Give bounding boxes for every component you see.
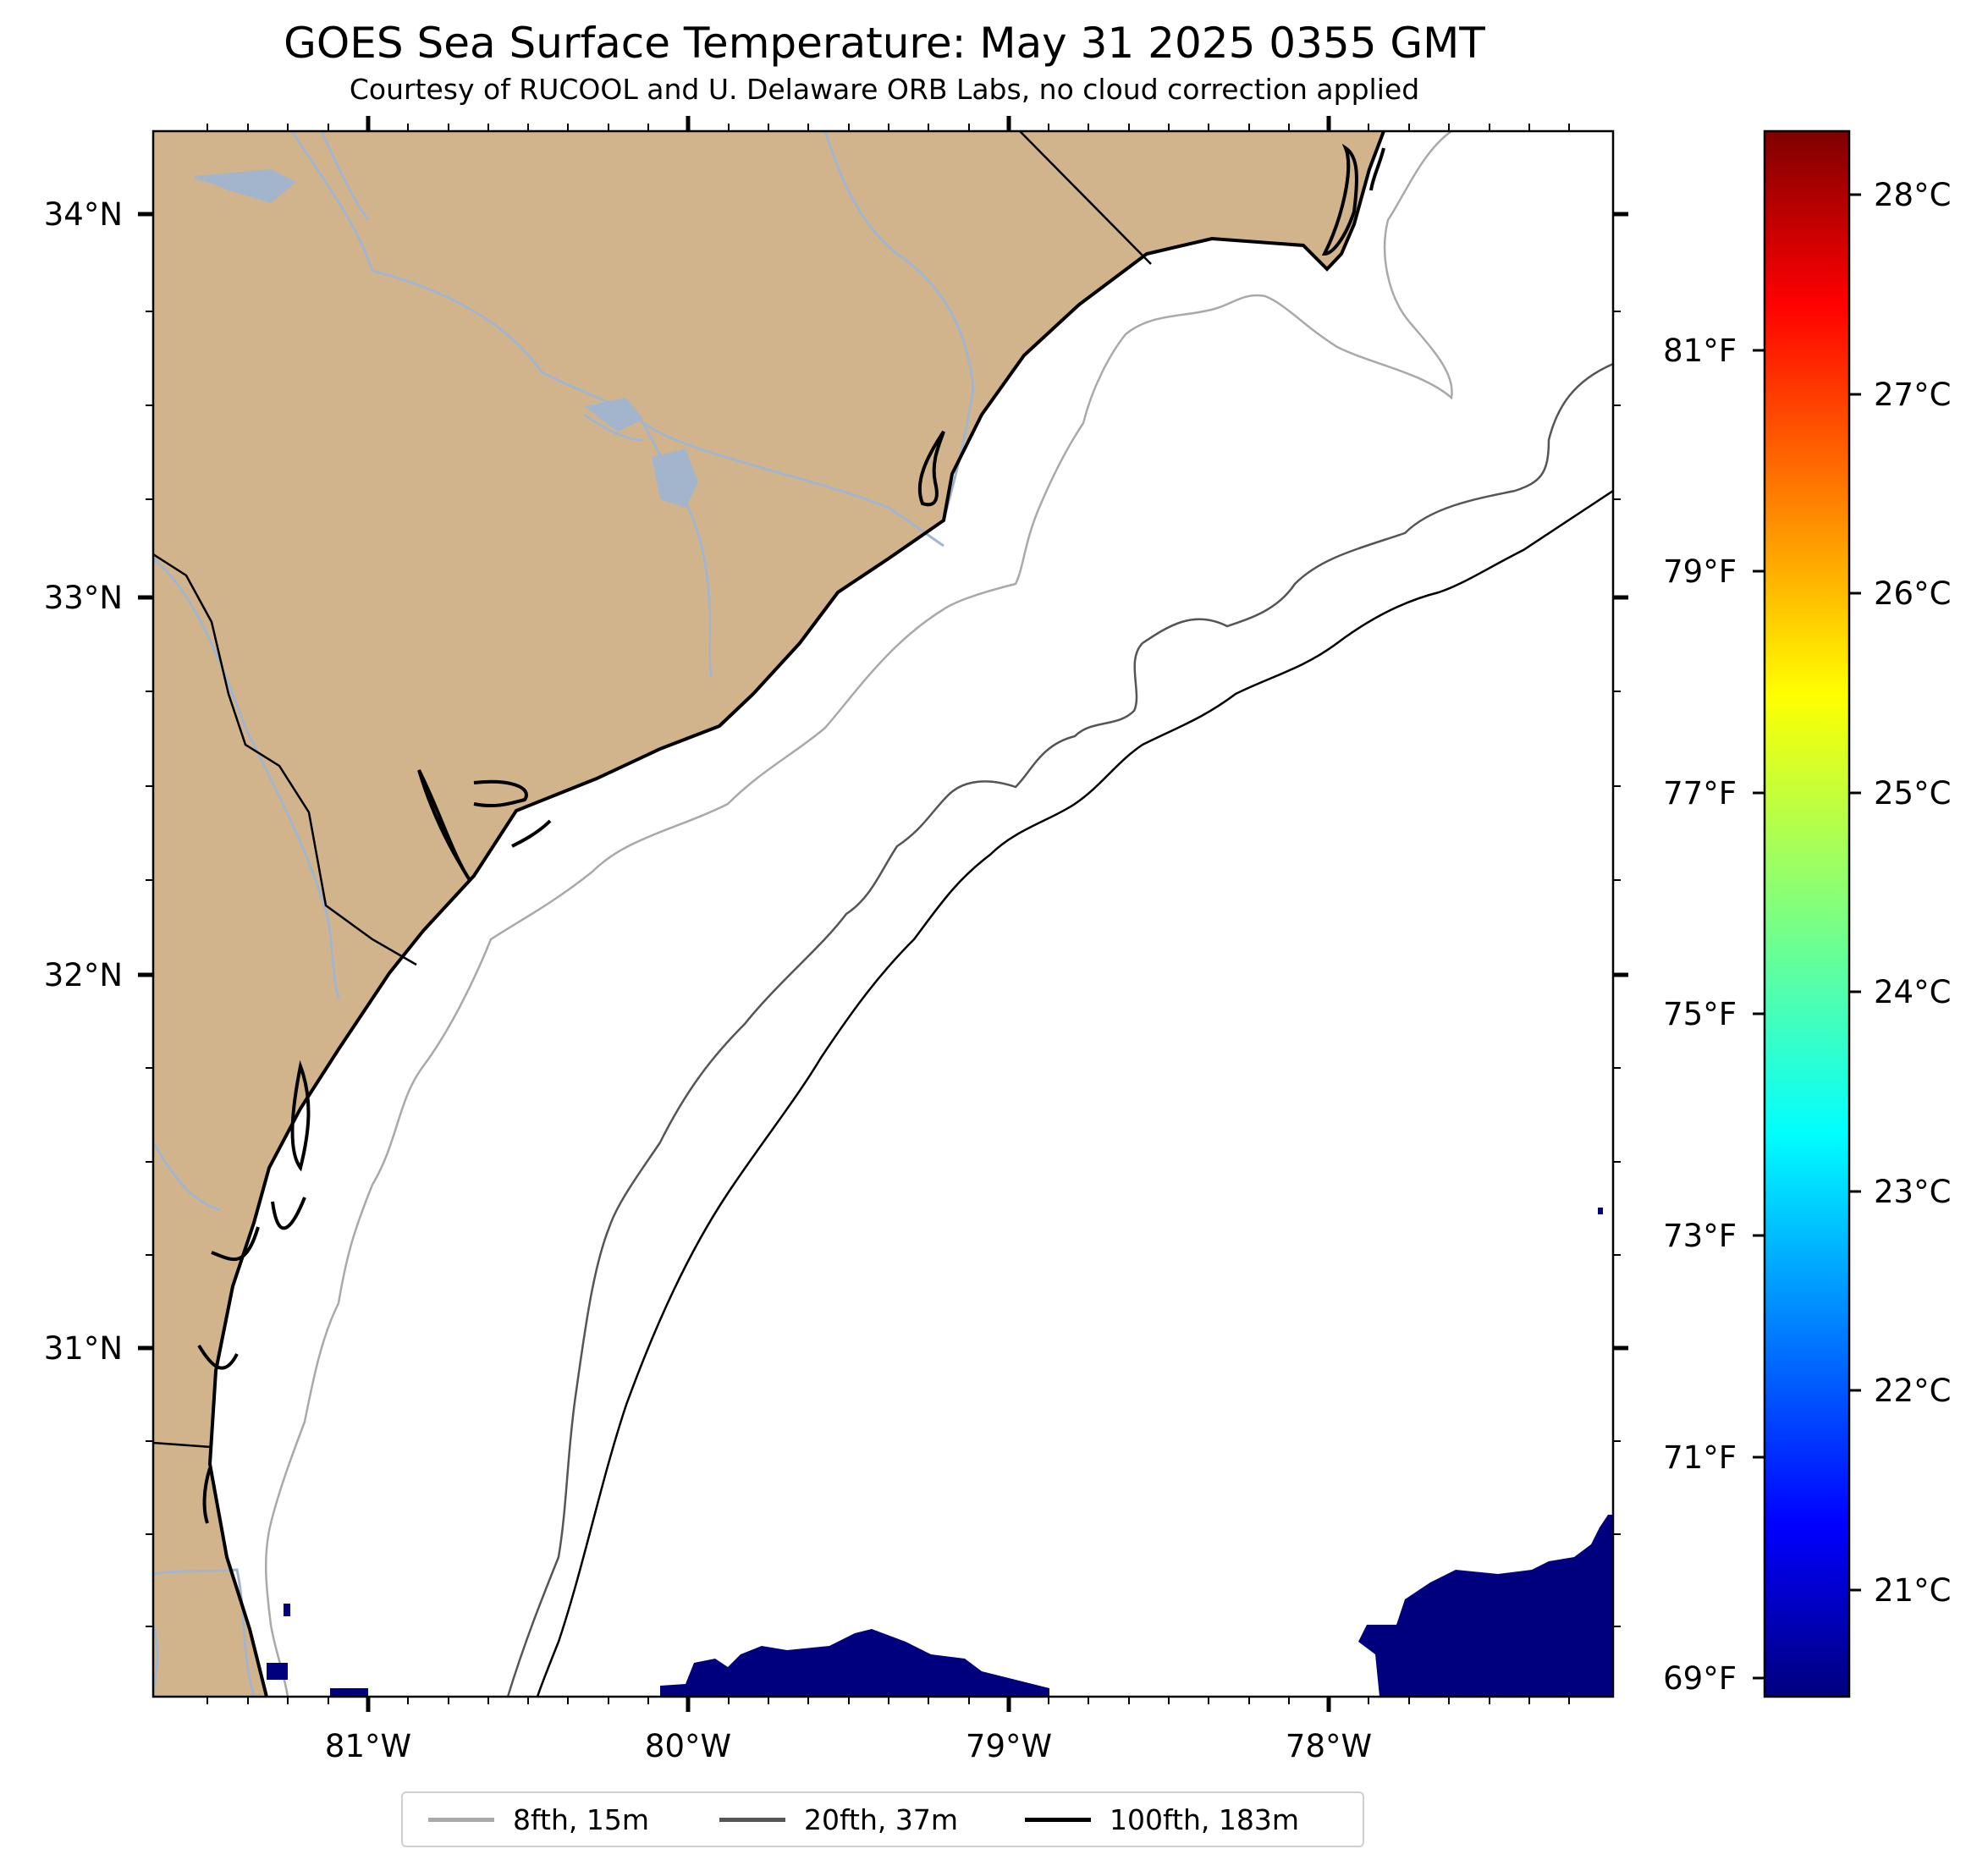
colorbar-label-77f: 77°F (1663, 775, 1737, 812)
sst-patches (267, 1208, 1613, 1697)
legend-label-20fth: 20fth, 37m (804, 1802, 958, 1836)
colorbar-label-75f: 75°F (1663, 996, 1737, 1032)
legend-label-8fth: 8fth, 15m (513, 1802, 650, 1836)
colorbar-label-73f: 73°F (1663, 1218, 1737, 1254)
lat-label-34: 34°N (44, 196, 123, 233)
lon-label-78: 78°W (1286, 1728, 1372, 1764)
colorbar-label-79f: 79°F (1663, 553, 1737, 590)
lon-label-81: 81°W (325, 1728, 411, 1764)
isobath-8fth (264, 131, 1453, 1697)
legend-swatch-20fth (719, 1817, 785, 1822)
isobath-100fth (536, 489, 1613, 1697)
legend-swatch-8fth (428, 1817, 494, 1822)
legend-item-100fth: 100fth, 183m (1025, 1793, 1299, 1846)
lat-label-31: 31°N (44, 1330, 123, 1367)
colorbar-label-71f: 71°F (1663, 1439, 1737, 1476)
colorbar-label-69f: 69°F (1663, 1660, 1737, 1697)
lat-label-32: 32°N (44, 957, 123, 993)
colorbar-label-21c: 21°C (1874, 1572, 1951, 1609)
colorbar-label-27c: 27°C (1874, 377, 1951, 413)
colorbar-label-25c: 25°C (1874, 775, 1951, 812)
colorbar-label-22c: 22°C (1874, 1373, 1951, 1409)
isobath-legend: 8fth, 15m 20fth, 37m 100fth, 183m (401, 1791, 1364, 1847)
legend-item-20fth: 20fth, 37m (719, 1793, 958, 1846)
lat-label-33: 33°N (44, 580, 123, 616)
lon-label-80: 80°W (645, 1728, 731, 1764)
lon-label-79: 79°W (966, 1728, 1052, 1764)
coastline (197, 131, 1385, 1697)
state-borders (153, 131, 1152, 1449)
map-subtitle: Courtesy of RUCOOL and U. Delaware ORB L… (349, 73, 1420, 106)
legend-label-100fth: 100fth, 183m (1110, 1802, 1299, 1836)
isobath-20fth (506, 362, 1613, 1697)
colorbar-label-26c: 26°C (1874, 575, 1951, 612)
colorbar-label-81f: 81°F (1663, 333, 1737, 369)
land-mass (153, 131, 1384, 1697)
legend-item-8fth: 8fth, 15m (428, 1793, 649, 1846)
map-ticks (138, 116, 1628, 1712)
map-title: GOES Sea Surface Temperature: May 31 202… (284, 19, 1485, 68)
legend-swatch-100fth (1025, 1817, 1091, 1822)
colorbar-label-23c: 23°C (1874, 1174, 1951, 1210)
colorbar-label-28c: 28°C (1874, 177, 1951, 213)
colorbar-label-24c: 24°C (1874, 974, 1951, 1010)
colorbar (1763, 129, 1851, 1698)
